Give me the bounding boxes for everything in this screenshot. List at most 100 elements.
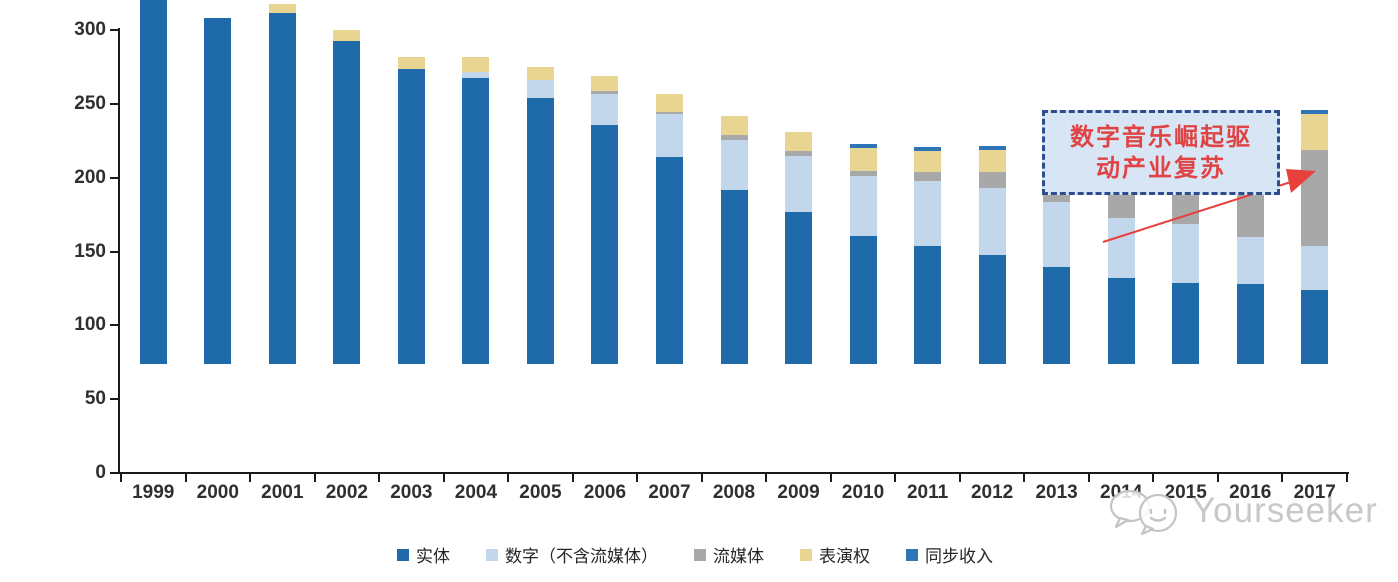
x-axis-tick <box>184 474 187 482</box>
x-axis-tick <box>1023 474 1026 482</box>
bar-segment <box>1236 237 1264 285</box>
y-axis-tick <box>110 29 119 31</box>
x-axis-tick <box>378 474 381 482</box>
bar-segment <box>268 3 296 13</box>
bar-segment <box>462 77 490 364</box>
legend-swatch <box>800 548 812 561</box>
x-axis-label: 2017 <box>1293 482 1336 503</box>
y-axis-tick <box>110 324 119 327</box>
bar-segment <box>849 170 877 177</box>
x-axis-tick <box>1087 474 1090 482</box>
chart-legend: 实体 数字（不含流媒体） 流媒体 表演权 同步收入 <box>120 542 1270 567</box>
y-axis-tick <box>110 176 119 179</box>
x-axis-label: 2015 <box>1164 482 1207 503</box>
bar-segment <box>655 157 683 364</box>
x-axis-label: 2006 <box>583 482 627 503</box>
bar-segment <box>849 148 877 171</box>
bar-segment <box>1107 217 1135 279</box>
x-axis-tick <box>765 474 768 482</box>
x-axis-tick <box>313 474 316 482</box>
legend-label: 数字（不含流媒体） <box>505 547 658 566</box>
legend-swatch <box>486 548 498 561</box>
bar-2011 <box>914 146 942 364</box>
x-axis-label: 2012 <box>970 482 1014 503</box>
bar-2003 <box>397 56 425 364</box>
x-axis-tick <box>442 474 445 482</box>
bar-segment <box>785 211 813 364</box>
x-axis-label: 2000 <box>196 482 239 503</box>
bar-segment <box>655 111 683 115</box>
bar-2007 <box>655 93 683 364</box>
bar-segment <box>333 40 361 364</box>
bar-segment <box>978 149 1006 173</box>
watermark-text: Yourseeker <box>1192 491 1378 530</box>
x-axis-tick <box>894 474 897 482</box>
bar-2001 <box>268 3 296 364</box>
x-axis-tick <box>571 474 574 482</box>
bar-2012 <box>978 145 1006 364</box>
x-axis-tick <box>700 474 703 482</box>
bar-segment <box>914 245 942 364</box>
bar-2006 <box>591 76 619 364</box>
legend-swatch <box>906 548 918 561</box>
legend-label: 表演权 <box>819 547 870 566</box>
bar-segment <box>978 145 1006 150</box>
annotation-box: 数字音乐崛起驱 动产业复苏 <box>1042 110 1280 195</box>
legend-swatch <box>397 548 409 561</box>
y-axis-tick <box>110 472 119 474</box>
bar-2000 <box>204 18 232 364</box>
bar-segment <box>397 68 425 364</box>
x-axis-label: 2005 <box>519 482 562 503</box>
bar-segment <box>849 235 877 364</box>
bar-2009 <box>785 132 813 364</box>
x-axis-tick <box>1346 474 1348 482</box>
y-axis-label: 250 <box>74 92 106 114</box>
x-axis-label: 2009 <box>777 482 820 503</box>
legend-swatch <box>694 548 706 561</box>
bar-2005 <box>526 67 554 364</box>
x-axis-label: 2002 <box>325 482 368 503</box>
bar-segment <box>914 180 942 246</box>
y-axis-tick <box>110 250 119 253</box>
x-axis-label: 2011 <box>906 482 949 503</box>
x-axis-tick <box>829 474 832 482</box>
bar-segment <box>1107 278 1135 364</box>
bar-2010 <box>849 144 877 364</box>
legend-item: 数字（不含流媒体） <box>486 542 658 567</box>
bar-segment <box>978 172 1006 189</box>
bar-segment <box>1043 266 1071 364</box>
bar-segment <box>1301 110 1329 115</box>
bar-segment <box>655 93 683 112</box>
legend-item: 流媒体 <box>694 542 764 567</box>
y-axis-label: 50 <box>84 388 106 410</box>
bar-segment <box>914 146 942 152</box>
bar-segment <box>591 93 619 125</box>
x-axis-label: 2001 <box>261 482 304 503</box>
bar-segment <box>1301 290 1329 364</box>
bar-segment <box>785 132 813 152</box>
bar-2017 <box>1301 110 1329 364</box>
bar-segment <box>268 12 296 364</box>
bar-segment <box>720 189 748 364</box>
x-axis-tick <box>249 474 252 482</box>
bar-2002 <box>333 30 361 364</box>
bar-segment <box>462 56 490 72</box>
x-axis-label: 2008 <box>712 482 756 503</box>
x-axis-label: 1999 <box>132 482 175 503</box>
bar-segment <box>849 176 877 236</box>
bar-segment <box>785 151 813 156</box>
y-axis-tick <box>110 398 119 401</box>
bar-segment <box>462 71 490 78</box>
legend-item: 实体 <box>397 542 450 567</box>
x-axis-label: 2004 <box>454 482 498 503</box>
bar-segment <box>849 144 877 149</box>
bar-segment <box>1301 149 1329 246</box>
bar-segment <box>655 114 683 158</box>
bar-segment <box>978 188 1006 255</box>
bar-segment <box>526 67 554 81</box>
bar-segment <box>591 124 619 364</box>
bar-segment <box>333 30 361 41</box>
bar-segment <box>785 155 813 212</box>
bar-segment <box>1172 223 1200 283</box>
y-axis-label: 0 <box>95 462 106 483</box>
